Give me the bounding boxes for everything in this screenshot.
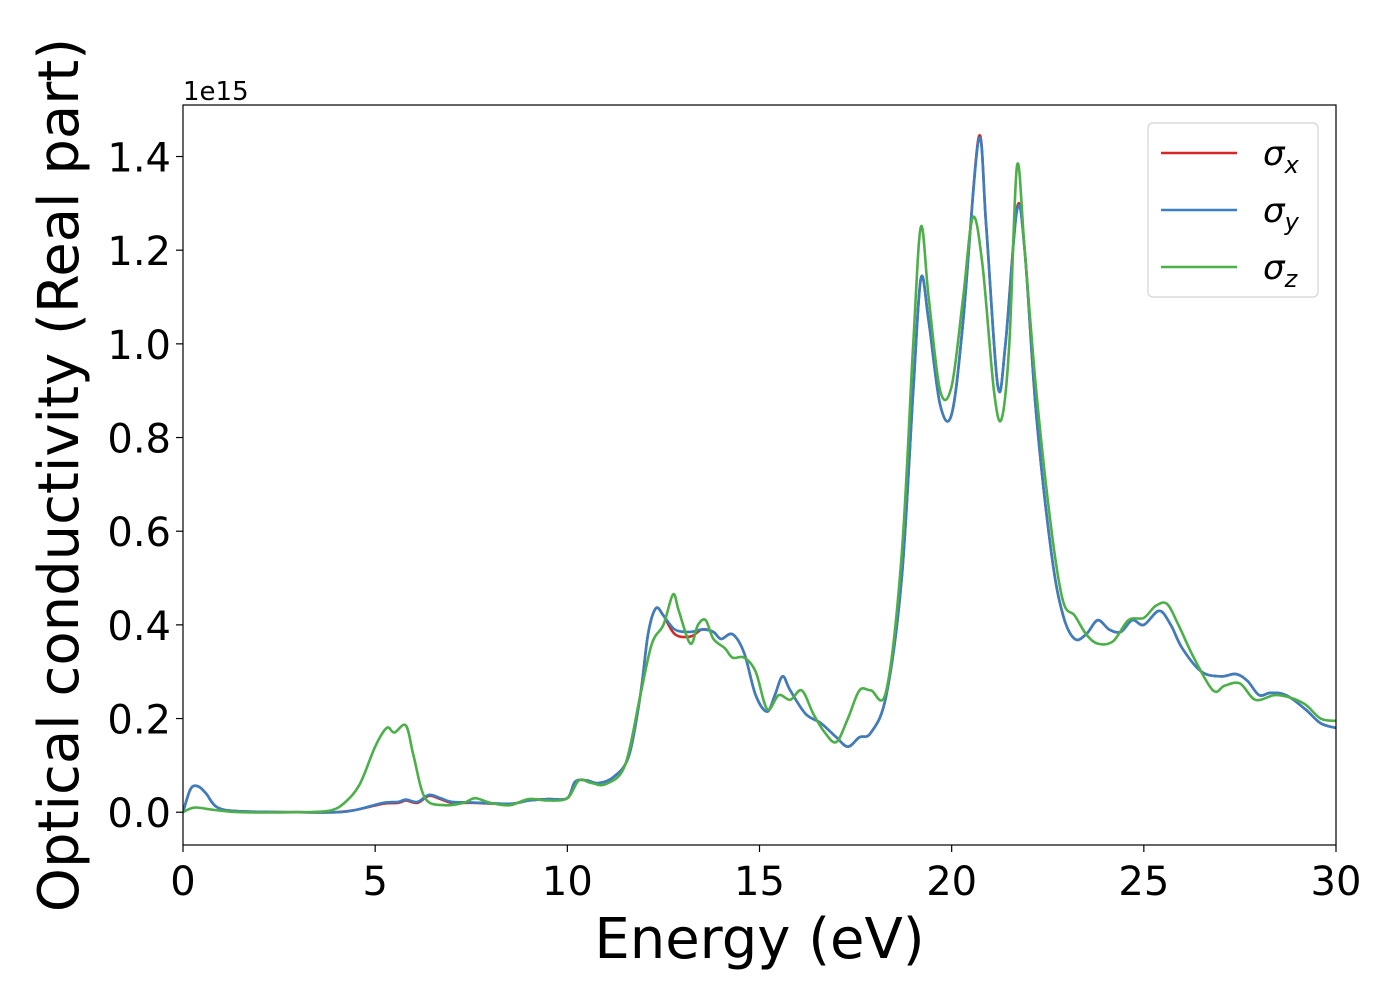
legend-label-sigma-x: σx bbox=[1263, 134, 1300, 179]
x-tick-label: 5 bbox=[362, 859, 387, 905]
y-tick-label: 0.0 bbox=[107, 791, 171, 837]
series-line-sigma-y bbox=[183, 136, 1336, 814]
y-offset-text: 1e15 bbox=[183, 77, 249, 107]
series-line-sigma-z bbox=[183, 162, 1336, 814]
x-tick-label: 10 bbox=[542, 859, 593, 905]
legend-label-sigma-y: σy bbox=[1263, 191, 1300, 236]
x-tick-label: 25 bbox=[1118, 859, 1169, 905]
x-axis: 0 5 10 15 20 25 30 bbox=[170, 845, 1361, 905]
x-tick-label: 15 bbox=[734, 859, 785, 905]
x-axis-title: Energy (eV) bbox=[594, 907, 924, 972]
y-tick-label: 0.6 bbox=[107, 510, 171, 556]
y-tick-label: 0.8 bbox=[107, 417, 171, 463]
legend-subscript: z bbox=[1284, 265, 1299, 293]
legend-subscript: x bbox=[1284, 151, 1300, 179]
series-layer bbox=[183, 134, 1336, 814]
legend-label-sigma-z: σz bbox=[1263, 248, 1299, 293]
y-tick-label: 1.4 bbox=[107, 136, 171, 182]
legend-symbol: σ bbox=[1263, 191, 1286, 231]
x-tick-label: 30 bbox=[1311, 859, 1362, 905]
y-tick-label: 1.2 bbox=[107, 229, 171, 275]
legend-symbol: σ bbox=[1263, 134, 1286, 174]
x-tick-label: 20 bbox=[926, 859, 977, 905]
y-tick-label: 0.2 bbox=[107, 698, 171, 744]
y-axis-title: Optical conductivity (Real part) bbox=[27, 38, 92, 912]
legend-subscript: y bbox=[1284, 208, 1300, 236]
y-tick-label: 0.4 bbox=[107, 604, 171, 650]
y-tick-label: 1.0 bbox=[107, 323, 171, 369]
y-axis: 0.0 0.2 0.4 0.6 0.8 1.0 1.2 1.4 bbox=[107, 136, 183, 837]
x-tick-label: 0 bbox=[170, 859, 195, 905]
legend-symbol: σ bbox=[1263, 248, 1286, 288]
